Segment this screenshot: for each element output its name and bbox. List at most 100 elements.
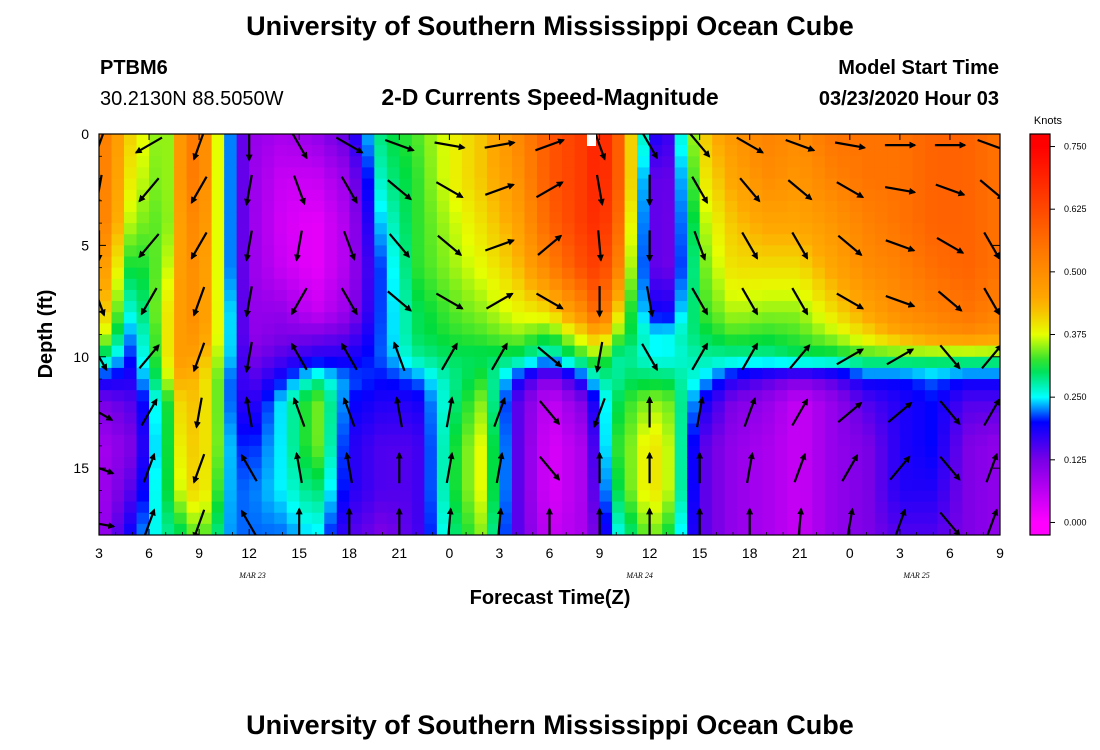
heatmap-cell	[286, 345, 300, 358]
heatmap-cell	[737, 301, 751, 313]
heatmap-cell	[862, 390, 876, 402]
heatmap-cell	[124, 289, 138, 302]
heatmap-cell	[649, 234, 663, 246]
heatmap-cell	[499, 301, 513, 313]
heatmap-cell	[286, 223, 300, 235]
heatmap-cell	[712, 390, 726, 402]
heatmap-cell	[549, 457, 563, 469]
current-vector	[787, 179, 813, 201]
heatmap-cell	[111, 434, 125, 447]
heatmap-cell	[474, 289, 488, 302]
heatmap-cell	[912, 200, 926, 213]
heatmap-cell	[361, 401, 375, 414]
heatmap-cell	[974, 167, 989, 180]
heatmap-cell	[186, 401, 200, 414]
heatmap-cell	[349, 379, 363, 391]
heatmap-cell	[111, 468, 125, 480]
current-vector	[986, 508, 999, 535]
heatmap-cell	[799, 356, 813, 369]
heatmap-cell	[737, 312, 751, 324]
heatmap-cell	[536, 356, 551, 369]
heatmap-cell	[411, 223, 425, 235]
heatmap-cell	[962, 234, 976, 246]
heatmap-cell	[637, 345, 651, 358]
heatmap-cell	[211, 523, 225, 535]
heatmap-cell	[349, 301, 363, 313]
heatmap-cell	[299, 211, 313, 224]
heatmap-cell	[374, 356, 388, 369]
heatmap-cell	[862, 356, 876, 369]
heatmap-cell	[99, 434, 113, 447]
heatmap-cell	[499, 423, 513, 436]
heatmap-cell	[449, 334, 463, 347]
heatmap-cell	[324, 379, 338, 391]
heatmap-cell	[662, 323, 676, 336]
heatmap-cell	[274, 512, 288, 525]
heatmap-cell	[424, 223, 438, 235]
heatmap-cell	[787, 468, 801, 480]
heatmap-cell	[649, 134, 663, 146]
heatmap-cell	[862, 278, 876, 291]
heatmap-cell	[649, 200, 663, 213]
heatmap-cell	[261, 367, 275, 380]
heatmap-cell	[149, 501, 163, 514]
heatmap-cell	[587, 267, 601, 280]
heatmap-cell	[724, 234, 738, 246]
heatmap-cell	[411, 167, 425, 180]
heatmap-cell	[436, 345, 450, 358]
heatmap-cell	[637, 245, 651, 258]
heatmap-cell	[662, 379, 676, 391]
current-vector	[885, 239, 916, 252]
heatmap-cell	[324, 211, 338, 224]
heatmap-cell	[724, 156, 738, 169]
heatmap-cell	[949, 145, 964, 157]
heatmap-cell	[124, 189, 138, 202]
heatmap-cell	[461, 490, 476, 503]
heatmap-cell	[186, 256, 200, 269]
heatmap-cell	[824, 457, 838, 469]
heatmap-cell	[261, 278, 275, 291]
heatmap-cell	[799, 445, 813, 458]
heatmap-cell	[812, 379, 826, 391]
current-vector	[493, 396, 507, 427]
heatmap-cell	[149, 312, 163, 324]
heatmap-cell	[224, 367, 238, 380]
heatmap-cell	[774, 211, 788, 224]
x-tick-label: 15	[291, 545, 307, 561]
heatmap-cell	[386, 490, 400, 503]
heatmap-cell	[774, 379, 788, 391]
heatmap-cell	[249, 367, 263, 380]
heatmap-cell	[161, 379, 175, 391]
heatmap-cell	[724, 167, 738, 180]
heatmap-cell	[324, 423, 338, 436]
heatmap-cell	[224, 523, 238, 535]
heatmap-cell	[161, 223, 175, 235]
heatmap-cell	[874, 468, 888, 480]
heatmap-cell	[249, 189, 263, 202]
heatmap-cell	[637, 367, 651, 380]
heatmap-cell	[149, 289, 163, 302]
current-vector	[384, 138, 415, 152]
heatmap-cell	[824, 334, 838, 347]
heatmap-cell	[699, 278, 713, 291]
heatmap-cell	[849, 289, 863, 302]
heatmap-cell	[199, 468, 213, 480]
heatmap-cell	[149, 145, 163, 157]
heatmap-cell	[737, 457, 751, 469]
heatmap-cell	[136, 345, 150, 358]
heatmap-cell	[862, 490, 876, 503]
heatmap-cell	[737, 345, 751, 358]
heatmap-cell	[349, 434, 363, 447]
heatmap-cell	[511, 245, 526, 258]
heatmap-cell	[436, 278, 450, 291]
page-title: University of Southern Mississippi Ocean…	[246, 11, 854, 41]
heatmap-cell	[424, 289, 438, 302]
heatmap-cell	[912, 145, 926, 157]
heatmap-cell	[687, 468, 701, 480]
heatmap-cell	[674, 423, 688, 436]
heatmap-cell	[536, 301, 551, 313]
heatmap-cell	[474, 312, 488, 324]
heatmap-cell	[674, 178, 688, 191]
heatmap-cell	[599, 167, 613, 180]
current-vector	[138, 344, 160, 370]
